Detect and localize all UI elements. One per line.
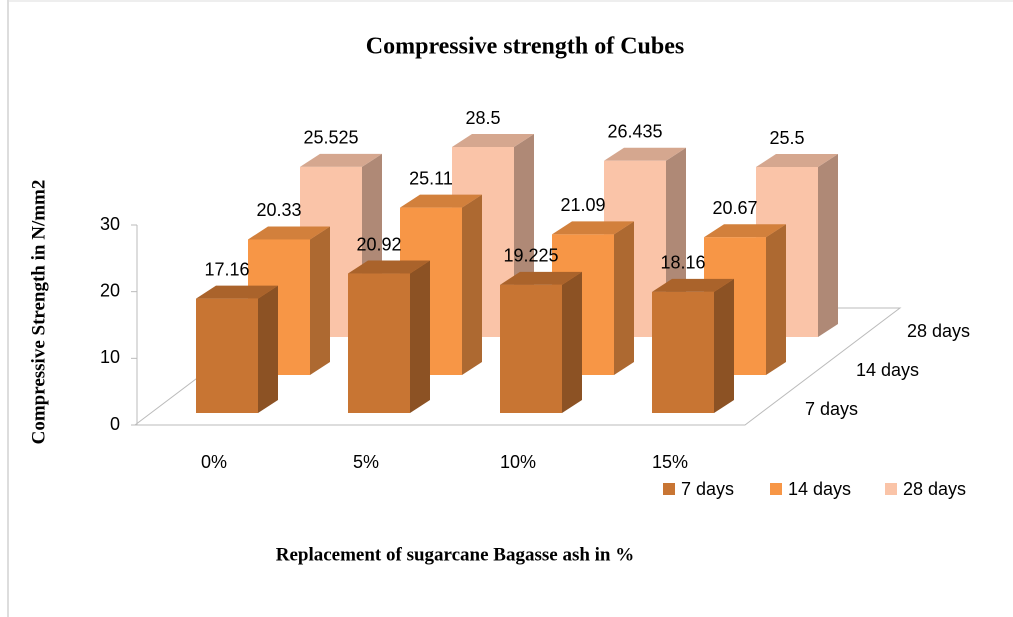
y-tick-label: 10 [100,347,120,367]
bar-top [552,221,634,235]
x-tick-label: 5% [353,452,379,472]
legend-label: 28 days [903,479,966,499]
bar-side [258,285,278,413]
bar-side [614,221,634,375]
y-tick-label: 0 [110,414,120,434]
bar [196,298,258,413]
legend-swatch [885,483,897,495]
legend-label: 7 days [681,479,734,499]
bar-top [348,260,430,274]
depth-axis-label: 14 days [856,360,919,380]
bar-top [400,194,482,208]
bar-side [818,154,838,337]
bar-side [562,271,582,413]
x-tick-label: 10% [500,452,536,472]
y-tick-label: 30 [100,214,120,234]
depth-axis-label: 7 days [805,399,858,419]
x-axis-label: Replacement of sugarcane Bagasse ash in … [276,544,635,565]
data-label: 20.67 [712,198,757,218]
bar [500,284,562,413]
bar-top [500,271,582,285]
y-tick-label: 20 [100,280,120,300]
bar-side [310,226,330,375]
bar [652,291,714,413]
bar-side [410,260,430,413]
bar-top [300,153,382,167]
bar-side [714,278,734,413]
x-tick-label: 15% [652,452,688,472]
x-tick-label: 0% [201,452,227,472]
data-label: 25.5 [769,128,804,148]
y-axis-label: Compressive Strength in N/mm2 [28,180,49,445]
legend-label: 14 days [788,479,851,499]
bar-top [756,154,838,167]
bar-top [196,285,278,299]
legend-swatch [663,483,675,495]
legend-swatch [770,483,782,495]
bar-top [704,224,786,238]
chart-title: Compressive strength of Cubes [366,34,684,60]
data-label: 19.225 [503,246,558,266]
depth-axis-label: 28 days [907,321,970,341]
data-label: 20.33 [256,200,301,220]
bar-top [652,278,734,292]
bar-side [462,194,482,375]
data-label: 25.525 [303,128,358,148]
data-label: 21.09 [560,195,605,215]
data-label: 18.16 [660,253,705,273]
data-label: 25.11 [409,168,453,188]
data-label: 26.435 [607,122,662,142]
bar-top [452,134,534,147]
data-label: 28.5 [465,108,500,128]
bar-top [604,147,686,161]
data-label: 17.16 [204,259,249,279]
data-label: 20.92 [356,234,401,254]
bar-top [248,226,330,240]
bar [348,273,410,413]
bar-side [766,224,786,375]
